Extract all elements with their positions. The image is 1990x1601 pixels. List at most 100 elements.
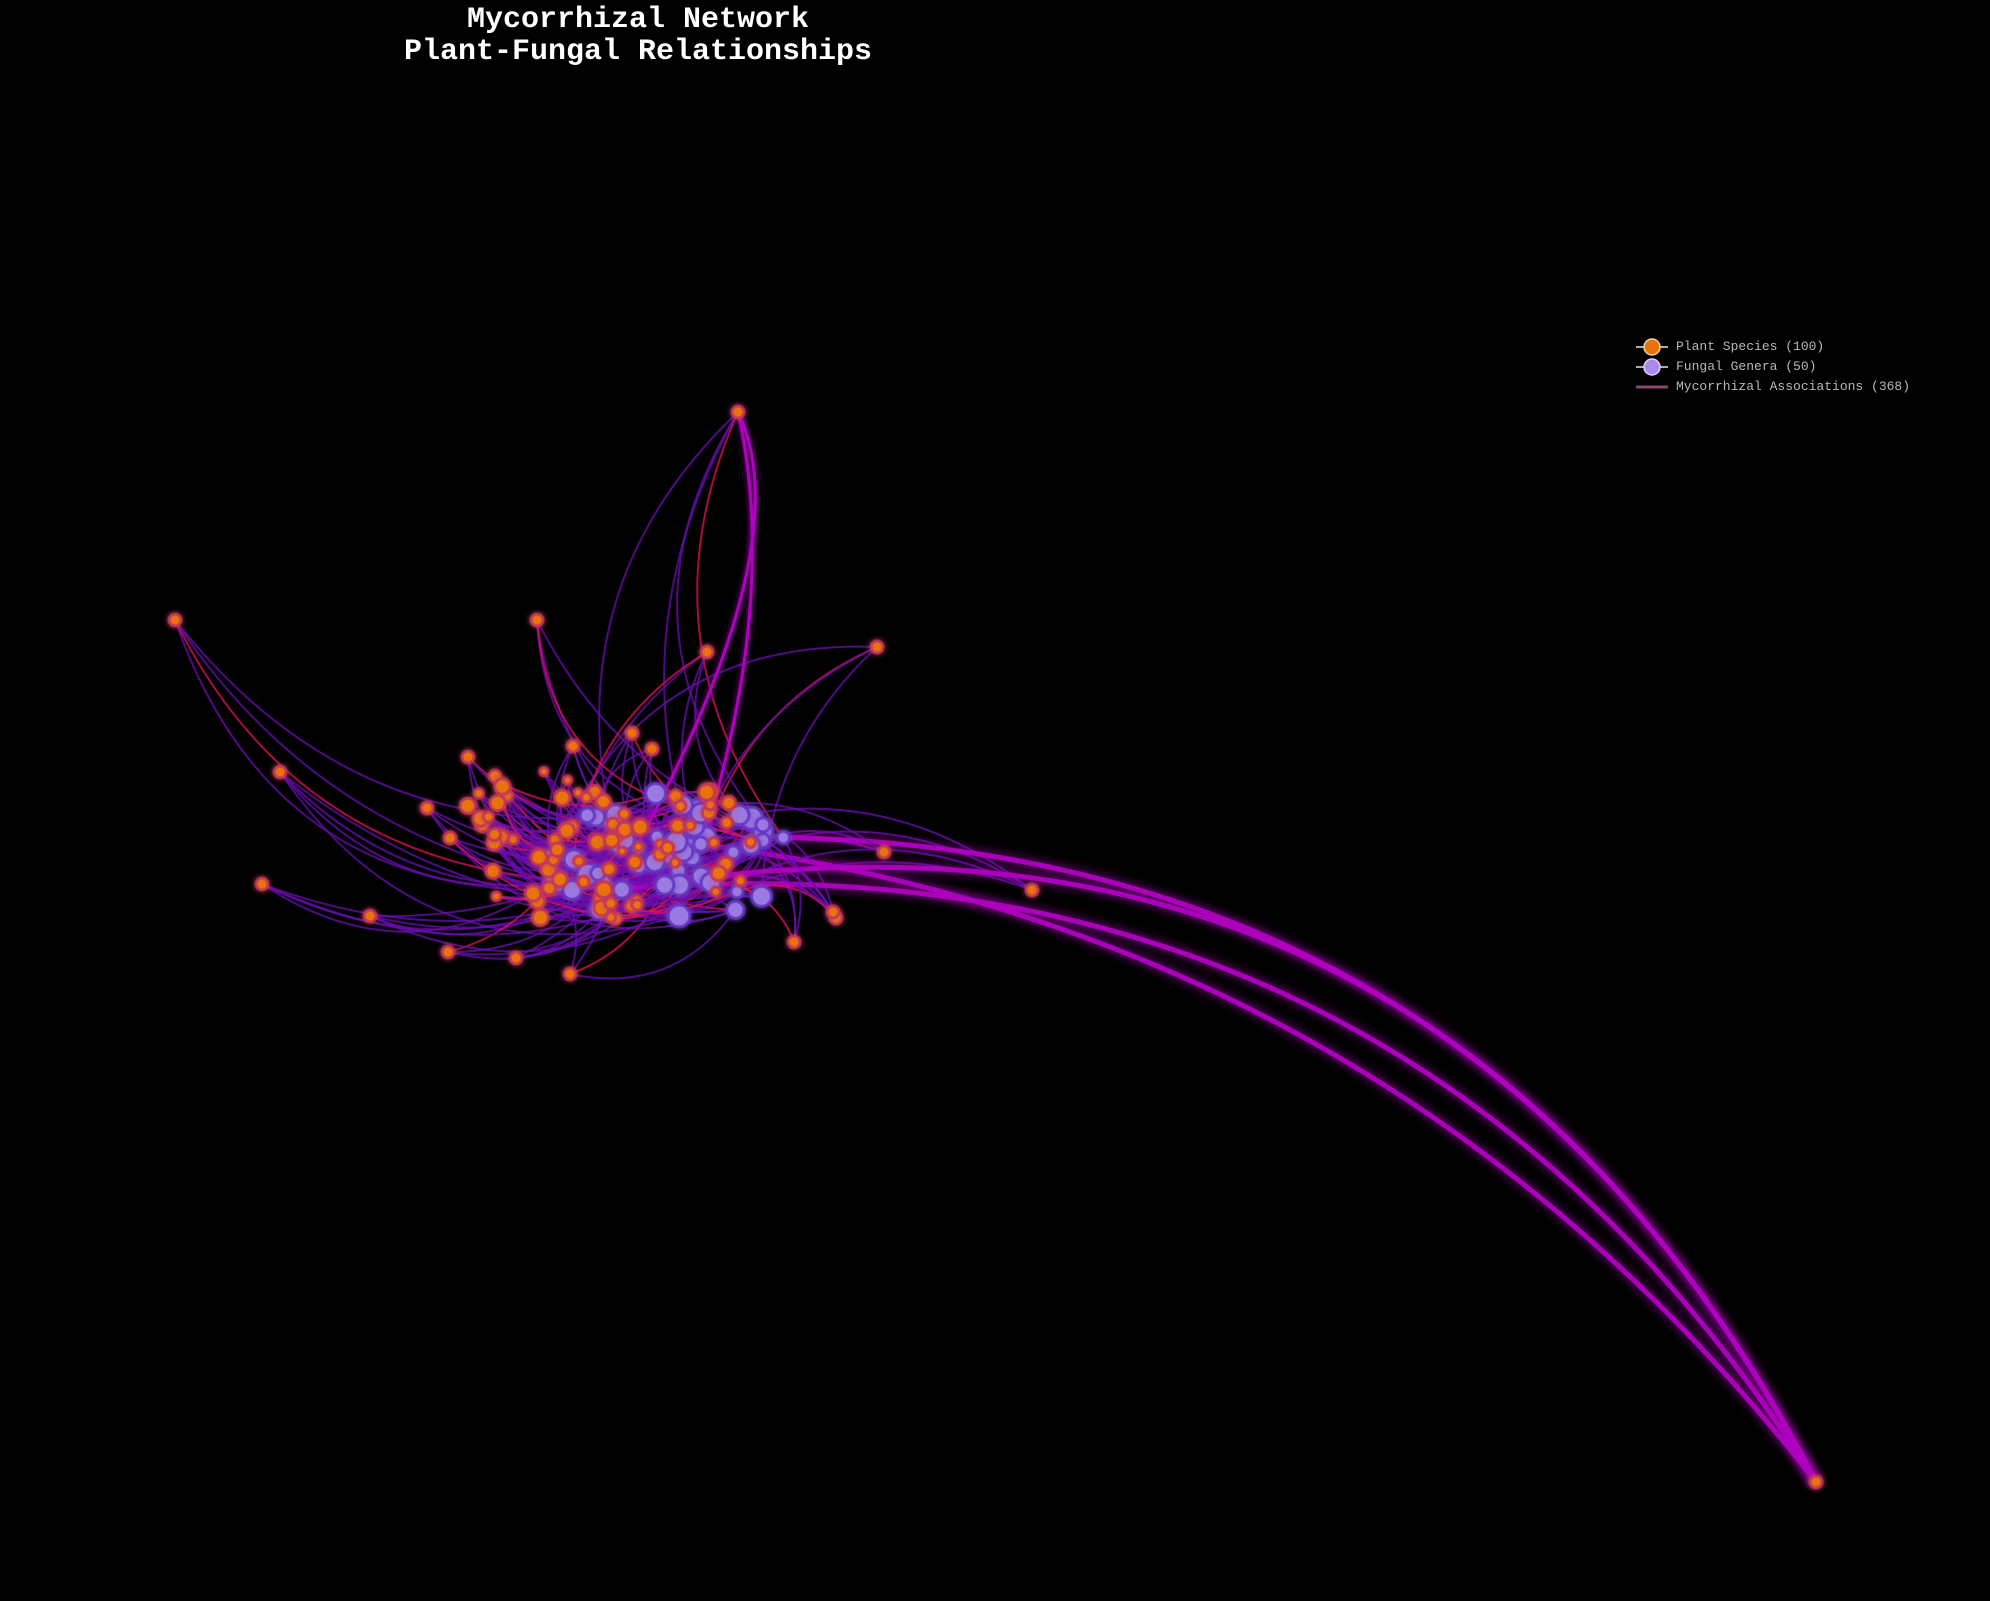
plant-node (624, 725, 640, 741)
plant-node (719, 815, 734, 830)
plant-node (707, 836, 721, 850)
fungus-node (775, 829, 792, 846)
plant-node (1808, 1474, 1824, 1490)
association-edge (556, 841, 661, 883)
plant-node (524, 884, 543, 903)
association-edge (598, 411, 739, 821)
plant-node (709, 885, 722, 898)
association-edge (696, 411, 785, 839)
plant-node (876, 844, 892, 860)
plant-node (254, 876, 270, 892)
association-edge (621, 864, 1819, 1484)
plant-node (1024, 882, 1040, 898)
plant-node (709, 864, 728, 883)
association-edge (760, 646, 878, 897)
plant-node (572, 854, 586, 868)
plant-node (551, 870, 569, 889)
plant-node (632, 840, 645, 853)
plant-node (617, 807, 632, 822)
association-edge (678, 646, 878, 917)
plant-node (486, 826, 503, 843)
plant-node (488, 793, 507, 813)
plant-node (541, 880, 558, 896)
chart-title-line-2: Plant-Fungal Relationships (403, 35, 873, 69)
plant-node (167, 612, 183, 628)
plant-node (440, 944, 456, 960)
plant-node (481, 810, 495, 824)
plant-node-icon (1636, 338, 1668, 356)
plant-node (615, 820, 634, 839)
plant-node (530, 908, 550, 928)
plant-node (626, 853, 643, 871)
plant-node (603, 896, 618, 911)
plant-node (529, 612, 545, 628)
plant-node (699, 644, 715, 660)
association-edge (624, 802, 885, 853)
association-edge (500, 836, 680, 918)
plant-node (594, 880, 614, 900)
fungus-node (578, 806, 596, 825)
fungus-node (754, 816, 772, 834)
association-edge (678, 848, 1033, 917)
association-edge (536, 619, 764, 833)
plant-node (362, 908, 378, 924)
association-edge (174, 619, 573, 892)
plant-node (572, 786, 584, 799)
association-edge (608, 839, 764, 885)
plant-node (659, 840, 676, 856)
association-edge (615, 809, 834, 913)
legend-label-association: Mycorrhizal Associations (368) (1676, 379, 1911, 394)
association-edge (679, 881, 1819, 1484)
plant-node (786, 934, 802, 950)
plant-node (616, 845, 628, 857)
plant-node (272, 764, 288, 780)
chart-title-line-1: Mycorrhizal Network (466, 3, 810, 37)
plant-node (697, 782, 717, 802)
association-edge (782, 837, 802, 943)
plant-node (538, 765, 550, 778)
fungus-node (725, 844, 742, 861)
fungus-node (561, 879, 583, 901)
plant-node (576, 874, 591, 889)
plant-node (460, 749, 476, 765)
association-edge (783, 834, 1819, 1484)
plant-node (669, 817, 686, 835)
fungus-node (654, 874, 676, 896)
association-edge (174, 619, 684, 820)
plant-node (743, 835, 758, 849)
fungus-node (692, 835, 710, 853)
legend-label-plant: Plant Species (100) (1676, 339, 1825, 354)
plant-node (493, 777, 512, 796)
plant-node (561, 774, 574, 786)
plant-node (734, 874, 747, 888)
plant-node (548, 841, 566, 858)
plant-node (557, 821, 576, 840)
plant-node (683, 819, 697, 832)
plant-node (565, 738, 581, 754)
plant-node (595, 792, 613, 811)
association-edge (698, 411, 754, 851)
association-edge (467, 756, 596, 819)
plant-node (419, 800, 435, 816)
association-edge (638, 411, 757, 841)
plant-node (588, 832, 607, 852)
plant-node (601, 861, 617, 877)
fungus-node-icon (1636, 358, 1668, 376)
plant-node (668, 856, 682, 869)
association-edge (569, 909, 737, 980)
node-layer (167, 404, 1824, 1490)
plant-node (603, 831, 621, 849)
plant-node (630, 898, 644, 912)
plant-node (869, 639, 885, 655)
plant-node (673, 799, 688, 814)
fungus-node (611, 879, 632, 900)
plant-node (484, 862, 502, 880)
chart-title: Mycorrhizal Network Plant-Fungal Relatio… (0, 4, 1276, 68)
fungus-node (725, 899, 746, 920)
association-edge (449, 837, 738, 917)
edge-line-icon (1636, 385, 1668, 389)
association-edge (700, 841, 1818, 1484)
plant-node (472, 787, 486, 800)
plant-node (442, 830, 458, 846)
